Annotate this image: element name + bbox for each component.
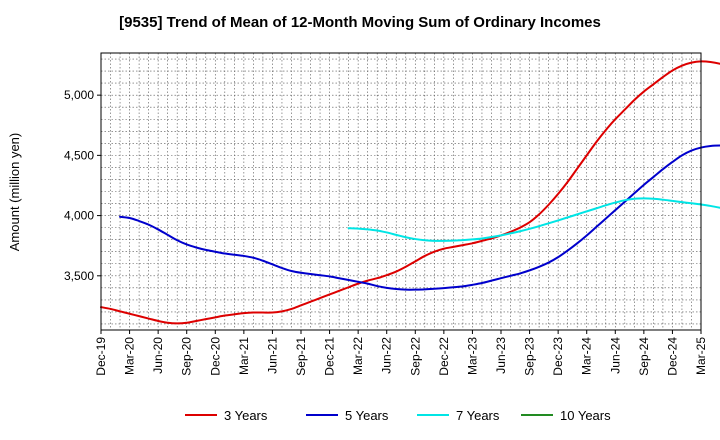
x-tick-label: Sep-21	[294, 337, 308, 376]
grid	[101, 53, 701, 330]
x-axis-ticks: Dec-19 Mar-20 Jun-20 Sep-20 Dec-20 Mar-21 Jun-…	[94, 330, 708, 376]
x-tick-label: Mar-21	[237, 337, 251, 375]
series-line-5-years	[119, 144, 720, 291]
x-tick-label: Dec-24	[665, 337, 679, 376]
x-tick-label: Dec-23	[551, 337, 565, 376]
legend-label-3-years: 3 Years	[224, 408, 268, 423]
x-tick-label: Mar-20	[123, 337, 137, 375]
series-line-7-years	[347, 197, 720, 242]
plot-area-frame	[100, 52, 702, 331]
x-tick-label: Mar-24	[580, 337, 594, 375]
series-line-3-years	[100, 60, 720, 325]
x-tick-label: Jun-20	[151, 337, 165, 374]
y-axis-label: Amount (million yen)	[7, 133, 22, 252]
y-tick-label: 4,500	[64, 148, 94, 162]
legend: 3 Years 5 Years 7 Years 10 Years	[185, 408, 611, 423]
x-tick-label: Jun-21	[265, 337, 279, 374]
x-tick-label: Sep-24	[637, 337, 651, 376]
x-tick-label: Jun-23	[494, 337, 508, 374]
y-tick-label: 3,500	[64, 269, 94, 283]
x-tick-label: Jun-22	[380, 337, 394, 374]
legend-label-10-years: 10 Years	[560, 408, 611, 423]
legend-label-7-years: 7 Years	[456, 408, 500, 423]
y-tick-label: 5,000	[64, 88, 94, 102]
x-tick-label: Jun-24	[608, 337, 622, 374]
y-axis-ticks: 3,500 4,000 4,500 5,000	[64, 88, 101, 283]
series-lines	[100, 60, 720, 325]
x-tick-label: Sep-22	[408, 337, 422, 376]
y-tick-label: 4,000	[64, 209, 94, 223]
x-tick-label: Sep-23	[523, 337, 537, 376]
x-tick-label: Dec-22	[437, 337, 451, 376]
x-tick-label: Dec-21	[323, 337, 337, 376]
legend-label-5-years: 5 Years	[345, 408, 389, 423]
x-tick-label: Mar-22	[351, 337, 365, 375]
chart-title: [9535] Trend of Mean of 12-Month Moving …	[119, 14, 601, 31]
x-tick-label: Mar-25	[694, 337, 708, 375]
x-tick-label: Dec-20	[208, 337, 222, 376]
x-tick-label: Mar-23	[465, 337, 479, 375]
x-tick-label: Dec-19	[94, 337, 108, 376]
x-tick-label: Sep-20	[180, 337, 194, 376]
